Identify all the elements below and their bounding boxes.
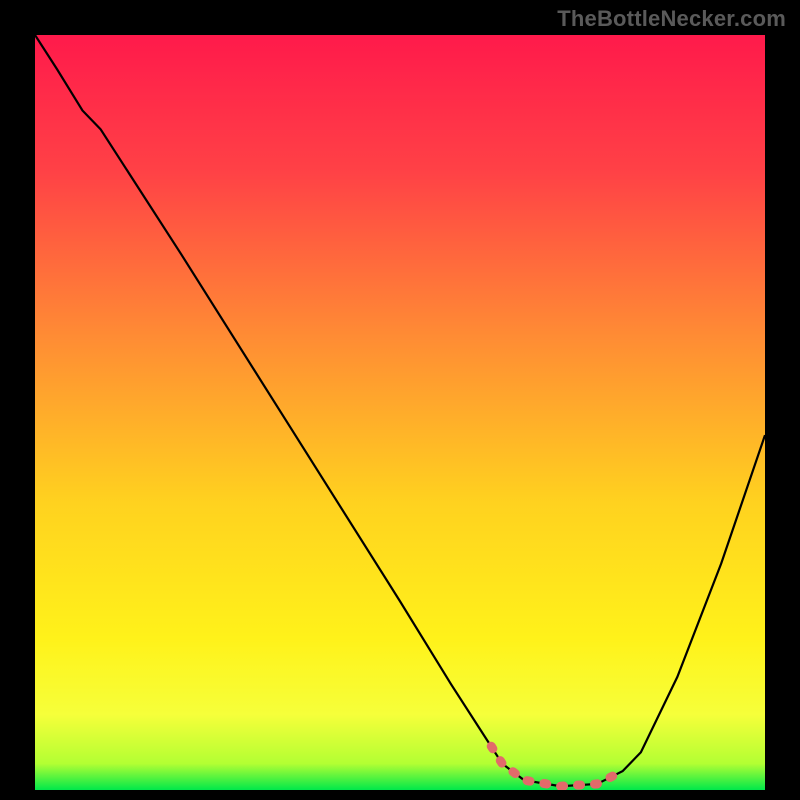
plot-area [35,35,765,790]
watermark-text: TheBottleNecker.com [557,6,786,32]
chart-svg [35,35,765,790]
chart-background [35,35,765,790]
